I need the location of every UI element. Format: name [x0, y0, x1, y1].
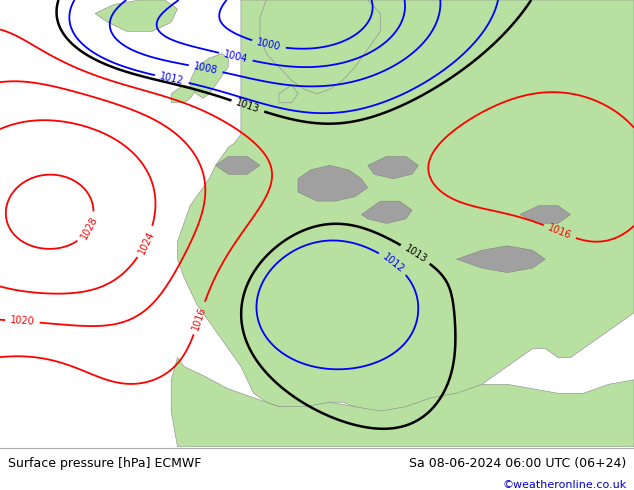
Polygon shape: [216, 156, 260, 174]
Polygon shape: [171, 85, 197, 103]
Polygon shape: [190, 53, 228, 98]
Polygon shape: [279, 85, 298, 103]
Text: 1020: 1020: [10, 316, 35, 327]
Polygon shape: [171, 358, 634, 447]
Polygon shape: [95, 0, 178, 31]
Polygon shape: [298, 165, 368, 201]
Text: 1012: 1012: [380, 251, 406, 274]
Text: Sa 08-06-2024 06:00 UTC (06+24): Sa 08-06-2024 06:00 UTC (06+24): [409, 457, 626, 470]
Text: 1000: 1000: [256, 37, 282, 52]
Text: 1016: 1016: [547, 222, 573, 241]
Text: 1004: 1004: [223, 49, 249, 65]
Text: 1013: 1013: [235, 98, 261, 115]
Text: 1008: 1008: [193, 61, 219, 76]
Polygon shape: [456, 246, 545, 272]
Text: 1028: 1028: [79, 215, 100, 241]
Polygon shape: [260, 0, 380, 94]
Polygon shape: [368, 156, 418, 179]
Text: 1013: 1013: [403, 243, 429, 265]
Polygon shape: [520, 206, 571, 223]
Polygon shape: [178, 0, 634, 416]
Text: 1024: 1024: [136, 229, 156, 255]
Text: 1012: 1012: [158, 72, 185, 87]
Text: 1016: 1016: [191, 305, 208, 331]
Text: ©weatheronline.co.uk: ©weatheronline.co.uk: [502, 480, 626, 490]
Text: Surface pressure [hPa] ECMWF: Surface pressure [hPa] ECMWF: [8, 457, 201, 470]
Polygon shape: [361, 201, 412, 223]
